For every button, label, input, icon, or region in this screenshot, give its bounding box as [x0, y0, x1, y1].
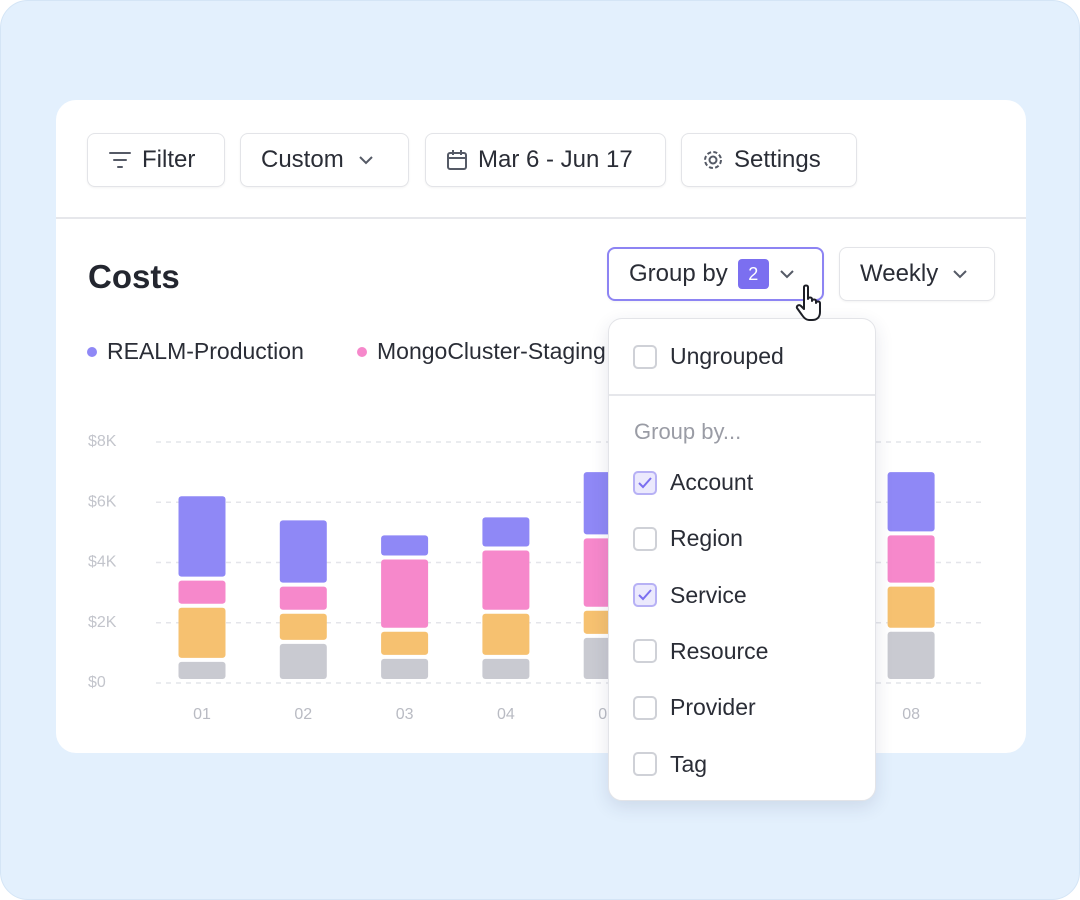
y-tick-label: $0: [88, 674, 106, 691]
bar-segment: [381, 535, 429, 556]
check-icon: [638, 589, 652, 601]
y-tick-label: $6K: [88, 493, 117, 510]
bar-segment: [887, 631, 935, 679]
date-label: Mar 6 - Jun 17: [478, 146, 633, 173]
bar-segment: [482, 613, 530, 655]
bar-segment: [279, 613, 327, 640]
bar-segment: [279, 586, 327, 610]
legend-dot: [357, 347, 367, 357]
check-icon: [638, 476, 652, 488]
filter-label: Filter: [142, 146, 196, 173]
bar-segment: [482, 658, 530, 679]
bar-segment: [887, 472, 935, 532]
group-option[interactable]: Provider: [633, 694, 756, 721]
checkbox[interactable]: [633, 526, 657, 551]
bar-segment: [381, 631, 429, 655]
divider: [56, 217, 1026, 219]
bar-segment: [178, 607, 226, 658]
checkbox[interactable]: [633, 344, 657, 369]
group-by-dropdown: Group by... Ungrouped Account Region Servic…: [608, 318, 876, 801]
bar-segment: [482, 550, 530, 610]
chart-title: Costs: [88, 258, 180, 295]
settings-button[interactable]: Settings: [681, 133, 857, 187]
date-picker[interactable]: Mar 6 - Jun 17: [425, 133, 666, 187]
interval-select[interactable]: Weekly: [839, 247, 995, 301]
option-label: Provider: [670, 694, 756, 721]
group-option[interactable]: Tag: [633, 751, 707, 778]
filter-button[interactable]: Filter: [87, 133, 225, 187]
x-tick-label: 01: [193, 706, 211, 723]
bar-segment: [381, 559, 429, 628]
bar-segment: [887, 535, 935, 583]
group-option[interactable]: Service: [633, 582, 747, 609]
dropdown-section: Group by...: [634, 419, 742, 444]
group-option[interactable]: Resource: [633, 638, 768, 665]
bar-segment: [279, 643, 327, 679]
bar-segment: [178, 580, 226, 604]
checkbox[interactable]: [633, 639, 657, 664]
range-label: Custom: [261, 146, 344, 173]
y-tick-label: $4K: [88, 554, 117, 571]
option-label: Region: [670, 525, 743, 552]
group-by-label: Group by: [629, 260, 728, 287]
x-tick-label: 03: [396, 706, 414, 723]
option-label: Service: [670, 581, 747, 608]
bar-segment: [381, 658, 429, 679]
y-tick-label: $8K: [88, 433, 117, 450]
checkbox[interactable]: [633, 470, 657, 495]
checkbox[interactable]: [633, 752, 657, 776]
option-label: Account: [670, 469, 754, 495]
legend-label: REALM-Production: [107, 338, 304, 364]
range-select[interactable]: Custom: [240, 133, 409, 187]
bar-segment: [887, 586, 935, 628]
legend-label: MongoCluster-Staging: [377, 338, 606, 364]
checkbox[interactable]: [633, 695, 657, 720]
checkbox[interactable]: [633, 583, 657, 608]
option-label: Ungrouped: [670, 343, 784, 369]
bar-segment: [279, 520, 327, 583]
bar-segment: [178, 661, 226, 679]
option-label: Tag: [670, 750, 708, 777]
group-by-button[interactable]: Group by 2: [607, 247, 824, 301]
option-label: Resource: [670, 637, 769, 664]
bar-segment: [482, 517, 530, 547]
ungrouped-option[interactable]: Ungrouped: [633, 343, 784, 370]
x-tick-label: 02: [294, 706, 312, 723]
y-tick-label: $2K: [88, 614, 117, 631]
cursor: [795, 284, 821, 321]
settings-label: Settings: [734, 146, 821, 173]
x-tick-label: 04: [497, 706, 515, 723]
dropdown-divider: [609, 394, 875, 396]
group-option[interactable]: Account: [633, 469, 753, 496]
interval-label: Weekly: [860, 260, 939, 287]
group-option[interactable]: Region: [633, 525, 743, 552]
group-count-badge: 2: [737, 259, 769, 289]
legend-dot: [87, 347, 97, 357]
x-tick-label: 08: [902, 706, 920, 723]
bar-segment: [178, 496, 226, 577]
